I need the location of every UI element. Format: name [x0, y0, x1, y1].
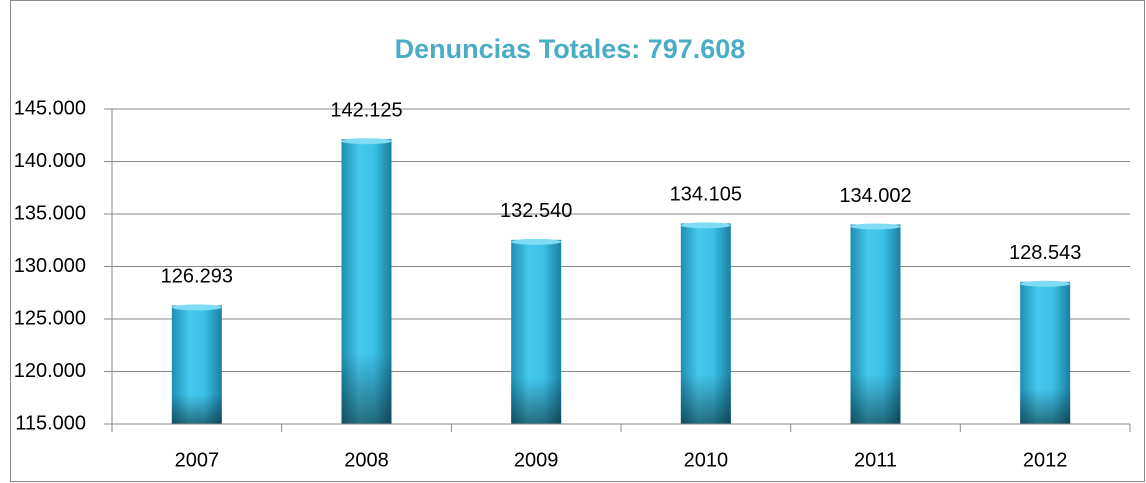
y-tick-label: 145.000 — [14, 97, 86, 119]
y-tick-label: 140.000 — [14, 150, 86, 172]
bar-cap — [341, 138, 392, 145]
data-label: 126.293 — [161, 266, 233, 288]
y-tick-label: 115.000 — [15, 412, 86, 434]
y-tick-label: 135.000 — [14, 202, 86, 224]
x-tick-label: 2011 — [854, 449, 897, 471]
y-tick-label: 125.000 — [14, 307, 86, 329]
data-label: 132.540 — [500, 200, 572, 222]
bar-shade — [341, 139, 392, 424]
bar-cap — [680, 222, 731, 229]
bar-cap — [1020, 280, 1071, 287]
y-tick-label: 120.000 — [14, 360, 86, 382]
data-label: 134.105 — [670, 184, 742, 206]
x-tick-label: 2009 — [514, 449, 559, 471]
y-tick-label: 130.000 — [14, 255, 86, 277]
data-label: 134.002 — [839, 185, 911, 207]
bar-shade — [171, 305, 222, 424]
x-tick-label: 2012 — [1023, 449, 1068, 471]
bar-shade — [850, 224, 901, 424]
bar-cap — [850, 223, 901, 230]
bar-cap — [511, 238, 562, 245]
data-label: 142.125 — [330, 99, 402, 121]
x-tick-label: 2010 — [684, 449, 729, 471]
data-label: 128.543 — [1009, 242, 1081, 264]
x-tick-label: 2007 — [175, 449, 220, 471]
chart-title: Denuncias Totales: 797.608 — [395, 34, 746, 64]
bar-shade — [680, 223, 731, 424]
bar-shade — [1020, 281, 1071, 424]
bar-shade — [511, 239, 562, 424]
x-tick-label: 2008 — [344, 449, 389, 471]
bar-cap — [171, 304, 222, 311]
